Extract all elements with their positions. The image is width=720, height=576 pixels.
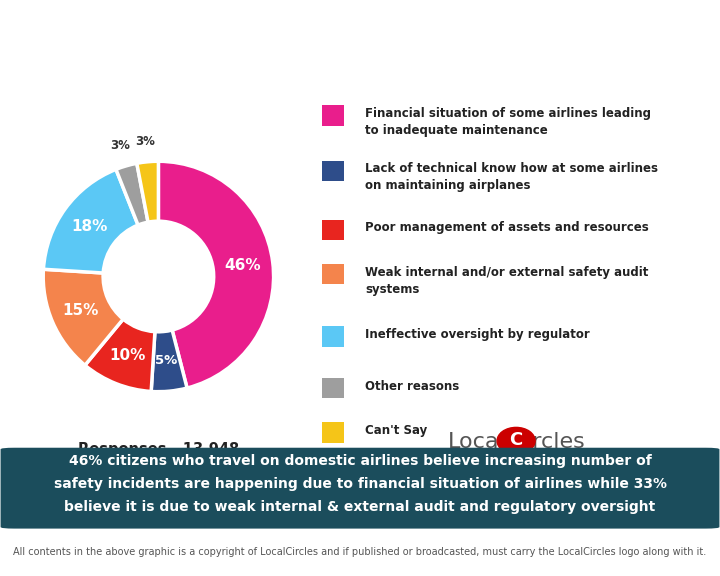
Text: 46% citizens who travel on domestic airlines believe increasing number of
safety: 46% citizens who travel on domestic airl… [53,454,667,514]
Wedge shape [151,330,187,392]
FancyBboxPatch shape [322,219,344,240]
Text: 3%: 3% [111,139,130,153]
Text: What do you believe is currently the primary reason behind so many: What do you believe is currently the pri… [22,29,698,47]
Text: ircles: ircles [526,432,585,452]
Text: Can't Say: Can't Say [365,424,427,437]
Text: 10%: 10% [109,348,145,363]
FancyBboxPatch shape [322,161,344,181]
Text: Ineffective oversight by regulator: Ineffective oversight by regulator [365,328,590,342]
Text: Weak internal and/or external safety audit
systems: Weak internal and/or external safety aud… [365,266,649,295]
Text: 46%: 46% [224,259,261,274]
Text: 18%: 18% [72,219,108,234]
Text: Lack of technical know how at some airlines
on maintaining airplanes: Lack of technical know how at some airli… [365,162,658,192]
Text: 15%: 15% [63,302,99,317]
Wedge shape [158,161,274,388]
Text: Responses - 13,948: Responses - 13,948 [78,442,239,457]
FancyBboxPatch shape [322,105,344,126]
Text: Poor management of assets and resources: Poor management of assets and resources [365,221,649,234]
FancyBboxPatch shape [322,264,344,284]
Wedge shape [116,164,148,225]
Text: C: C [510,431,523,449]
Text: Other reasons: Other reasons [365,380,459,393]
FancyBboxPatch shape [1,448,719,529]
Text: 5%: 5% [156,354,178,367]
Text: 3%: 3% [135,135,156,147]
Text: Local: Local [448,432,505,452]
FancyBboxPatch shape [322,378,344,399]
FancyBboxPatch shape [322,422,344,442]
Text: Financial situation of some airlines leading
to inadequate maintenance: Financial situation of some airlines lea… [365,107,651,137]
Wedge shape [85,319,155,392]
Wedge shape [43,169,138,273]
Wedge shape [43,269,123,365]
Wedge shape [137,161,158,222]
FancyBboxPatch shape [322,327,344,347]
Text: All contents in the above graphic is a copyright of LocalCircles and if publishe: All contents in the above graphic is a c… [14,547,706,556]
Text: airline safety incidents in a short period?: airline safety incidents in a short peri… [158,60,562,78]
Circle shape [497,427,535,454]
